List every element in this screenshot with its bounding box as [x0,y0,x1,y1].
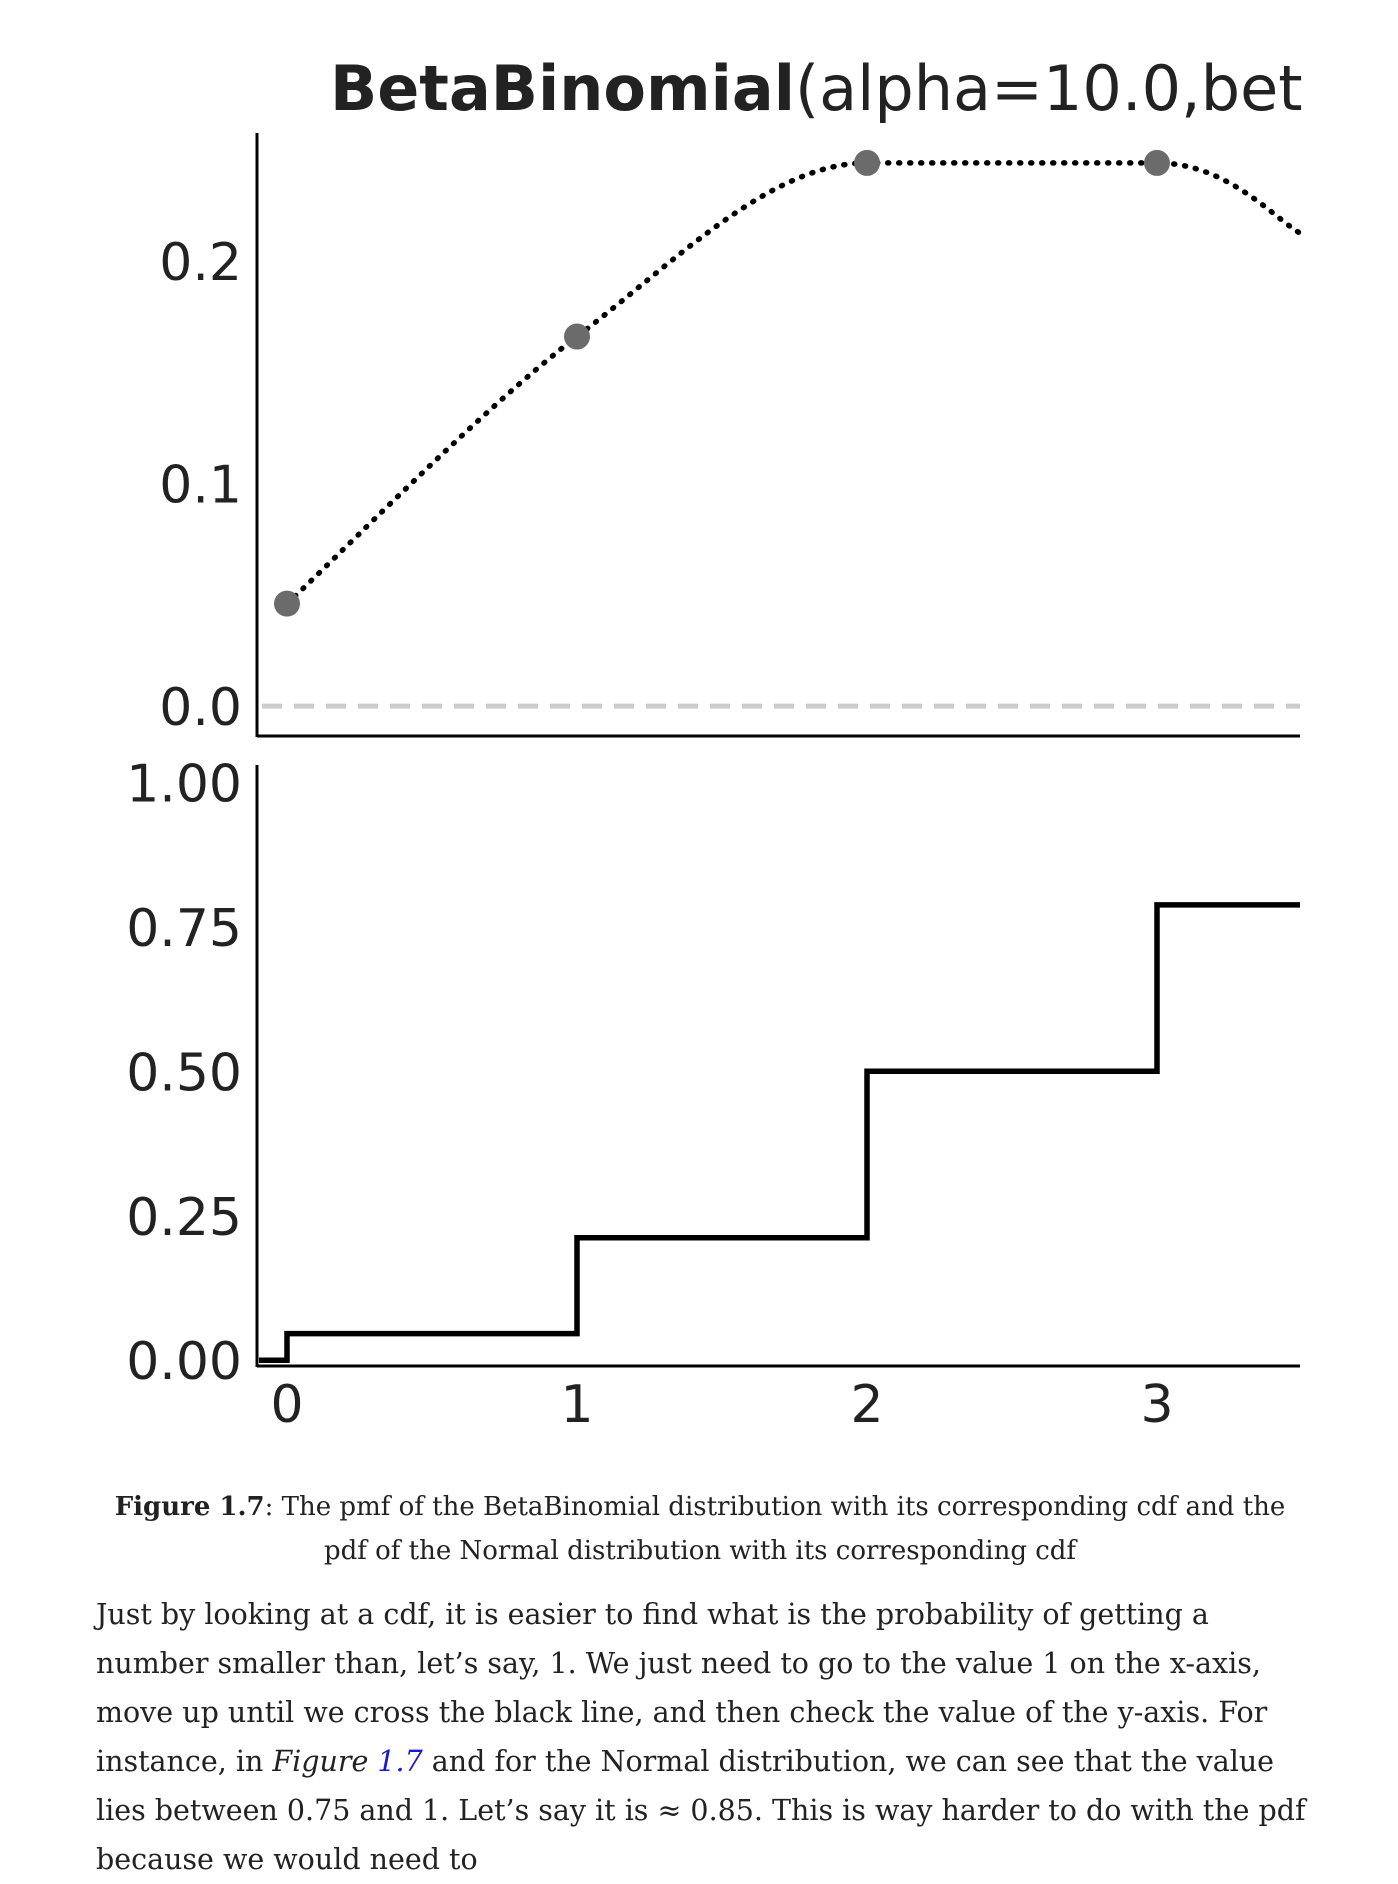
pmf-dotted-curve [284,160,1305,607]
cdf-y-ticks: 0.00 0.25 0.50 0.75 1.00 [126,754,242,1392]
cdf-xtick-label: 2 [850,1375,883,1435]
pmf-ytick-label: 0.1 [159,455,242,515]
body-paragraph: Just by looking at a cdf, it is easier t… [96,1590,1316,1884]
pmf-points [274,149,1170,617]
pmf-title-bold: BetaBinomial [330,52,795,125]
cdf-xtick-label: 3 [1140,1375,1173,1435]
caption-text: : The pmf of the BetaBinomial distributi… [264,1492,1286,1566]
pmf-ytick-label: 0.0 [159,678,242,738]
cdf-ytick-label: 1.00 [126,754,242,814]
cdf-step-line [259,902,1300,1363]
cdf-ytick-label: 0.00 [126,1332,242,1392]
cdf-ytick-label: 0.50 [126,1043,242,1103]
pmf-ytick-label: 0.2 [159,233,242,293]
cdf-ytick-label: 0.25 [126,1188,242,1248]
pmf-point [274,590,300,617]
figure-link[interactable]: 1.7 [377,1745,423,1778]
body-text-part1: Just by looking at a cdf, it is easier t… [96,1598,1268,1778]
figure-1-7: BetaBinomial(alpha=10.0,bet 0.0 0.1 0.2 0.… [126,52,1305,1435]
pmf-title-rest: (alpha=10.0,bet [795,52,1303,125]
cdf-x-ticks: 0 1 2 3 [270,1375,1173,1435]
caption-label: Figure 1.7 [114,1492,265,1522]
body-text-italic: Figure [272,1745,369,1778]
pmf-panel: BetaBinomial(alpha=10.0,bet 0.0 0.1 0.2 [159,52,1305,738]
cdf-ytick-label: 0.75 [126,899,242,959]
pmf-point [1144,149,1170,176]
cdf-xtick-label: 0 [270,1375,303,1435]
pmf-point [854,149,880,176]
figure-caption: Figure 1.7: The pmf of the BetaBinomial … [110,1485,1290,1573]
pmf-point [564,323,590,350]
pmf-y-ticks: 0.0 0.1 0.2 [159,233,242,738]
pmf-title: BetaBinomial(alpha=10.0,bet [330,52,1303,125]
cdf-xtick-label: 1 [560,1375,593,1435]
cdf-panel: 0.00 0.25 0.50 0.75 1.00 0 1 2 3 [126,754,1300,1435]
